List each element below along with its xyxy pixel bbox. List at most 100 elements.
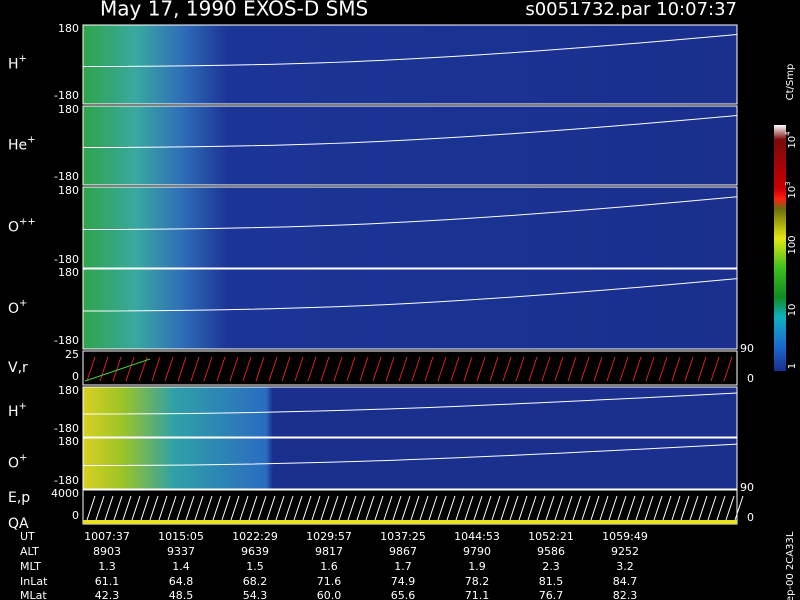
cell: 81.5 [539, 575, 564, 588]
y-tick-label: 180 [58, 266, 79, 279]
colorbar-label: 103 [784, 181, 798, 198]
cell: 1.5 [246, 560, 264, 573]
cell: 68.2 [243, 575, 268, 588]
colorbar-label-exp: 4 [784, 131, 792, 136]
panel-label: He+ [8, 135, 36, 154]
trace [86, 356, 733, 382]
panel-label: O+ [8, 298, 27, 317]
y-tick-label: 0 [72, 509, 79, 522]
y-tick-label: 25 [65, 348, 79, 361]
cell: 1.6 [320, 560, 338, 573]
spin-trace [82, 114, 738, 148]
panel-label: E,p [8, 490, 30, 506]
panel-label: O++ [8, 217, 36, 236]
panel-frame [82, 268, 738, 350]
cell: 9252 [611, 545, 639, 558]
trace-green [84, 358, 151, 382]
panel-sub-label: QA [8, 516, 29, 532]
cell: 9586 [537, 545, 565, 558]
y-tick-label: -180 [54, 253, 79, 266]
cell: 1029:57 [306, 530, 352, 543]
cell: 64.8 [169, 575, 194, 588]
panel-label-sup: + [19, 298, 27, 309]
colorbar-label: 1 [787, 363, 798, 369]
file-time: s0051732.par 10:07:37 [525, 0, 737, 20]
cell: 1.7 [394, 560, 412, 573]
panel-label-sup: + [19, 54, 27, 65]
spin-trace [82, 392, 738, 415]
colorbar-label-base: 10 [787, 186, 798, 199]
colorbar-label: 100 [787, 235, 798, 254]
panel-label: V,r [8, 360, 28, 376]
panel-label-text: V,r [8, 360, 28, 376]
panel-label-sup: + [19, 453, 27, 464]
title: May 17, 1990 EXOS-D SMS [100, 0, 368, 21]
cell: 54.3 [243, 589, 268, 600]
panel-frame [82, 386, 738, 438]
cell: 1.9 [468, 560, 486, 573]
cell: 9817 [315, 545, 343, 558]
panel-label-sup: + [27, 135, 35, 146]
cell: 78.2 [465, 575, 490, 588]
cell: 61.1 [95, 575, 120, 588]
cell: 60.0 [317, 589, 342, 600]
panel-frame [82, 437, 738, 490]
y-tick-label: -180 [54, 474, 79, 487]
cell: 2.3 [542, 560, 560, 573]
y-tick-label: 180 [58, 103, 79, 116]
cell: 76.7 [539, 589, 564, 600]
y-tick-label: 180 [58, 435, 79, 448]
y-tick-label: -180 [54, 334, 79, 347]
panel-label-text: H [8, 57, 19, 73]
trace [86, 495, 744, 521]
panel-frame [82, 350, 738, 386]
cell: 48.5 [169, 589, 194, 600]
cell: 3.2 [616, 560, 634, 573]
colorbar-label-base: 100 [787, 235, 798, 254]
panel-label: H+ [8, 54, 27, 73]
y-tick-label: 0 [72, 370, 79, 383]
cell: 9337 [167, 545, 195, 558]
panel-label-text: O [8, 456, 19, 472]
panel-frame [82, 24, 738, 105]
cell: 9867 [389, 545, 417, 558]
cell: 9790 [463, 545, 491, 558]
colorbar-label-base: 10 [787, 304, 798, 317]
cell: 1.4 [172, 560, 190, 573]
cell: 1037:25 [380, 530, 426, 543]
cell: 9639 [241, 545, 269, 558]
panel-label: H+ [8, 401, 27, 420]
qa-bar [83, 520, 737, 524]
panel-frame [82, 186, 738, 269]
colorbar-label-base: 1 [787, 363, 798, 369]
cell: 1044:53 [454, 530, 500, 543]
row-label: InLat [20, 575, 48, 588]
y-tick-label: -180 [54, 170, 79, 183]
row-label: MLT [20, 560, 41, 573]
colorbar-label-base: 10 [787, 136, 798, 149]
panel-label-text: H [8, 404, 19, 420]
cell: 1022:29 [232, 530, 278, 543]
panel-label-sup: + [19, 401, 27, 412]
colorbar [774, 125, 786, 371]
row-label: ALT [20, 545, 39, 558]
row-label: MLat [20, 589, 47, 600]
y-tick-label: 180 [58, 22, 79, 35]
cell: 84.7 [613, 575, 638, 588]
cell: 82.3 [613, 589, 638, 600]
row-label: UT [20, 530, 35, 543]
y2-tick-label: 0 [747, 372, 754, 385]
cell: 65.6 [391, 589, 416, 600]
panel-label-text: O [8, 220, 19, 236]
cell: 1015:05 [158, 530, 204, 543]
cell: 1052:21 [528, 530, 574, 543]
spin-trace [82, 196, 738, 230]
footer-code: Sep-00 2CA33L [785, 531, 796, 600]
cell: 1007:37 [84, 530, 130, 543]
spin-trace [82, 33, 738, 67]
y-tick-label: 180 [58, 384, 79, 397]
y-tick-label: 4000 [51, 487, 79, 500]
y-tick-label: -180 [54, 89, 79, 102]
colorbar-label-exp: 3 [784, 181, 792, 185]
